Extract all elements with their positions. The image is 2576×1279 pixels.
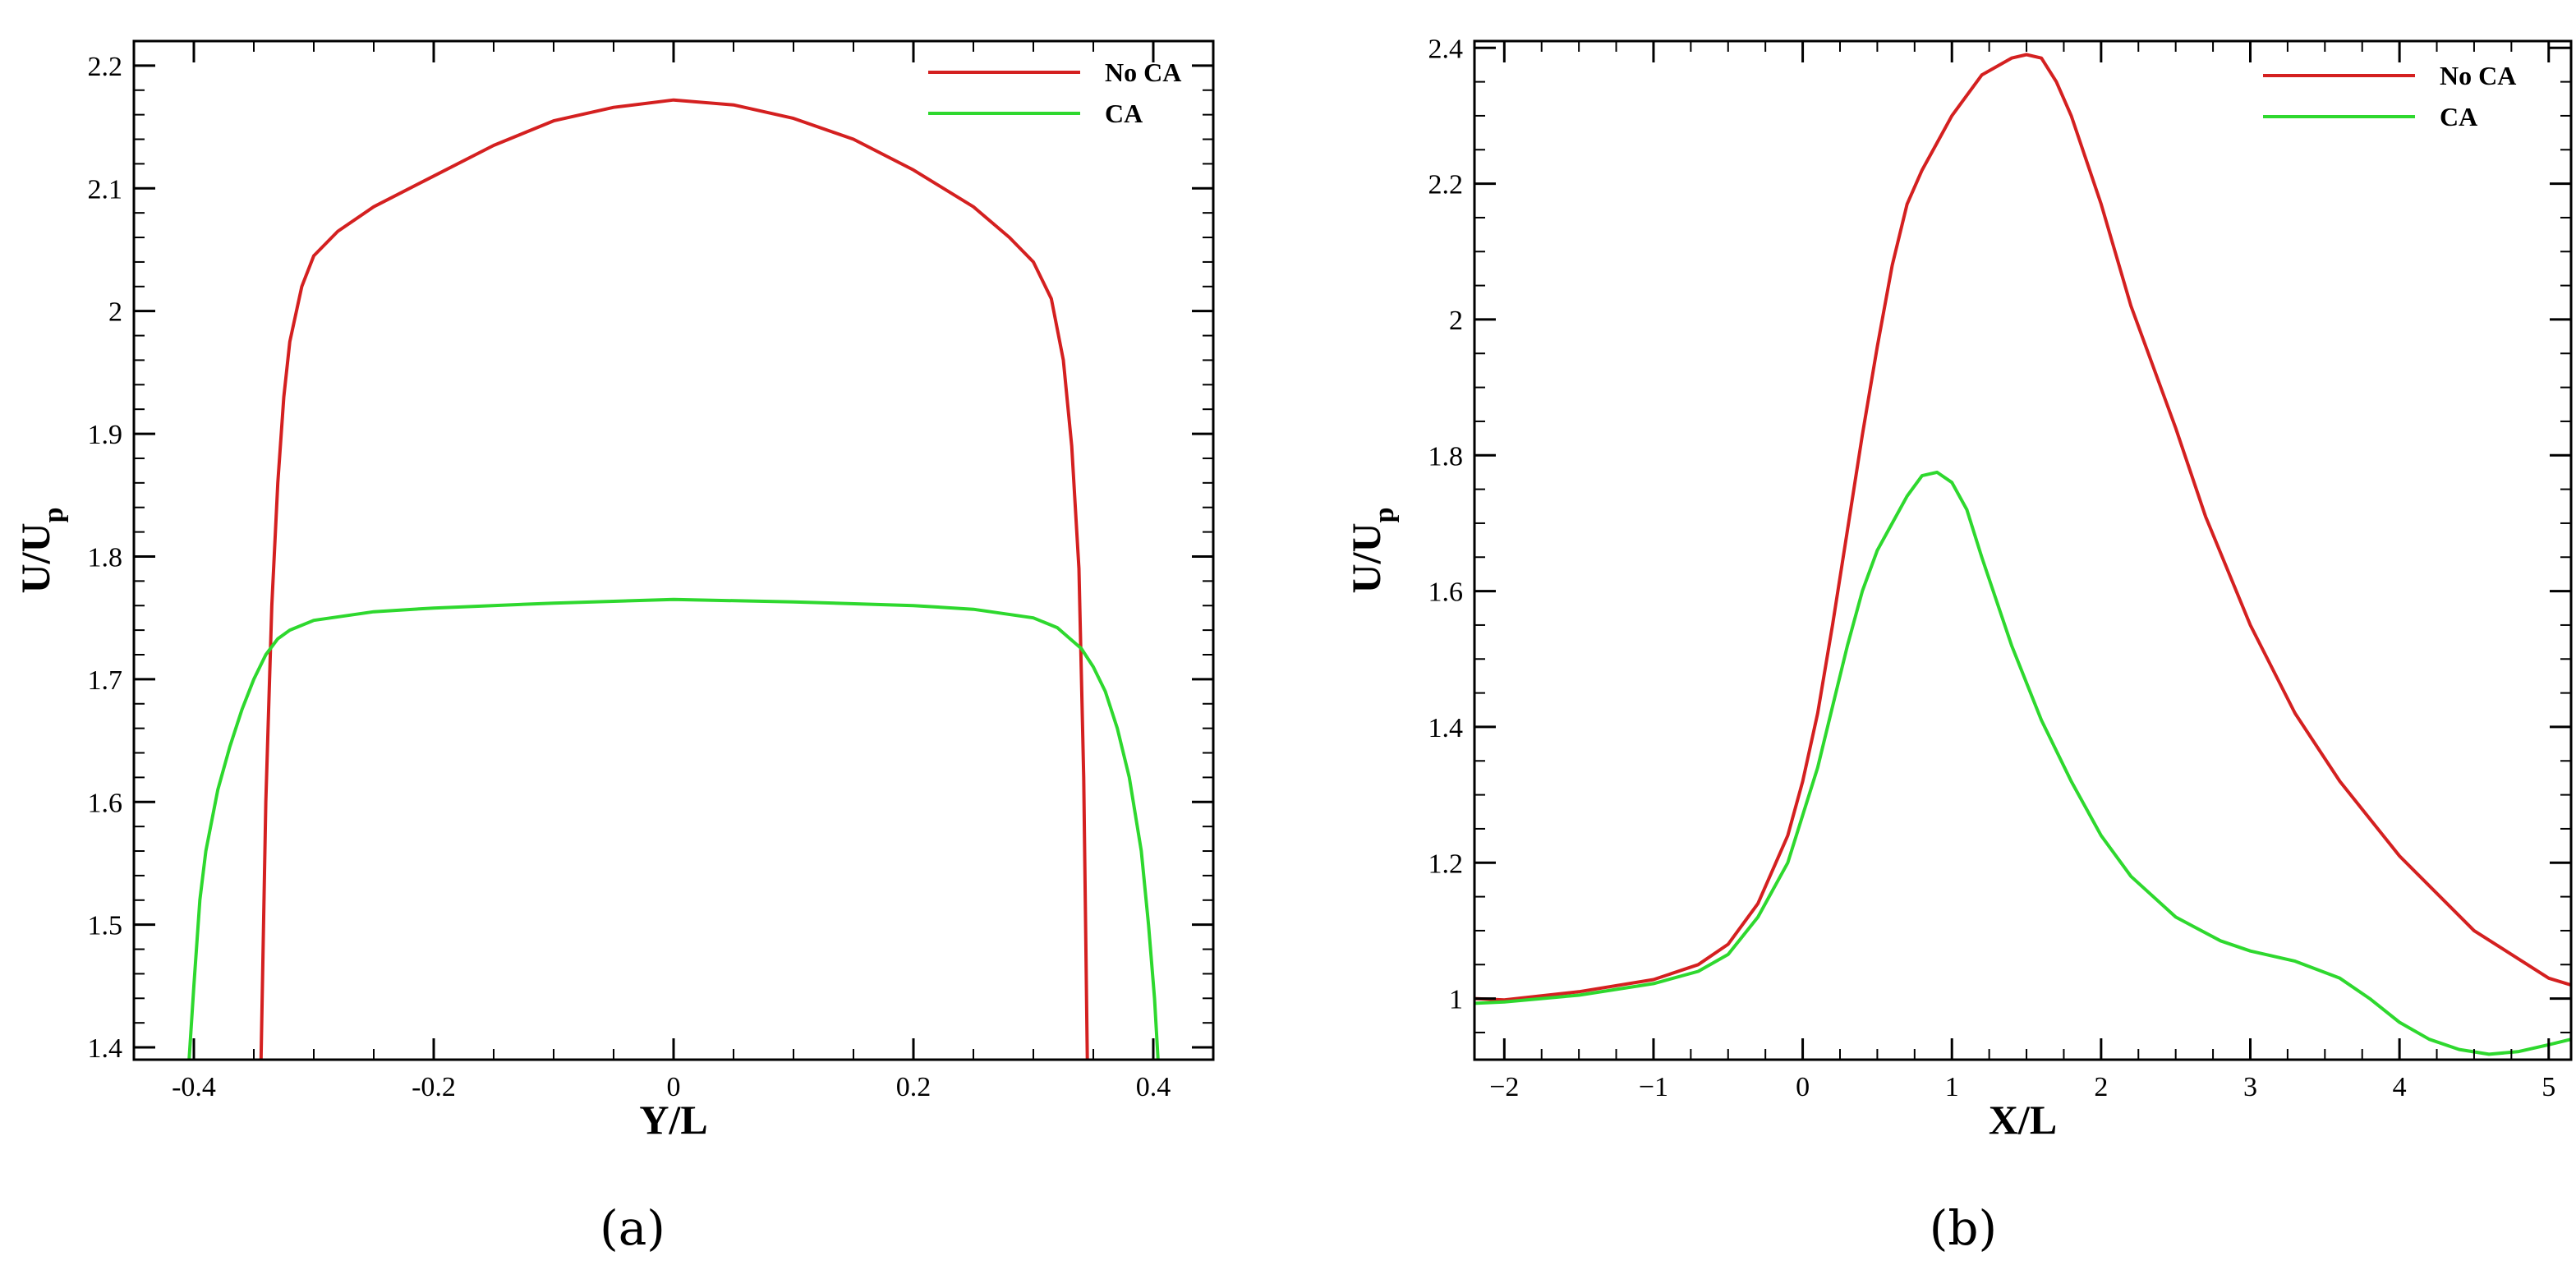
x-tick-label: -0.4 — [172, 1072, 216, 1102]
y-axis-title-subscript: p — [39, 507, 69, 522]
y-tick-label: 1.9 — [88, 420, 123, 450]
x-tick-label: −2 — [1489, 1072, 1519, 1102]
panel-caption: (a) — [600, 1200, 665, 1256]
x-tick-label: 2 — [2094, 1072, 2108, 1102]
x-axis-title: Y/L — [639, 1097, 707, 1143]
y-tick-label: 1.7 — [88, 665, 123, 696]
y-tick-label: 2 — [108, 297, 122, 328]
y-tick-label: 1.4 — [1428, 713, 1464, 743]
legend-label: CA — [2440, 102, 2477, 131]
y-axis-title-subscript: p — [1369, 507, 1400, 522]
x-tick-label: 1 — [1945, 1072, 1959, 1102]
legend-label: CA — [1105, 99, 1143, 128]
x-tick-label: -0.2 — [412, 1072, 456, 1102]
x-tick-label: 5 — [2542, 1072, 2555, 1102]
y-tick-label: 1 — [1449, 985, 1463, 1015]
x-tick-label: 4 — [2393, 1072, 2407, 1102]
y-tick-label: 1.6 — [1428, 577, 1464, 608]
y-axis-title: U/Up — [1343, 507, 1400, 593]
series-line-ca — [187, 597, 1160, 1060]
y-tick-label: 1.6 — [88, 788, 123, 818]
plot-frame — [1473, 39, 2573, 1061]
y-tick-label: 1.4 — [88, 1033, 123, 1064]
y-tick-label: 2.1 — [88, 174, 123, 205]
y-tick-label: 2.2 — [88, 52, 123, 82]
x-tick-label: −1 — [1639, 1072, 1668, 1102]
chart-panel-b: −2 −1 0 1 2 3 4 5 1 1.2 1.4 1.6 1.8 2 2.2 2.4 X/L U/Up No … — [1343, 34, 2573, 1256]
legend-label: No CA — [1105, 58, 1181, 87]
y-tick-label: 2.2 — [1428, 170, 1464, 200]
y-tick-label: 1.8 — [1428, 441, 1464, 472]
series-line-no-ca — [1474, 53, 2571, 1002]
series-line-no-ca — [259, 98, 1089, 1060]
x-tick-label: 0.4 — [1136, 1072, 1171, 1102]
y-tick-label: 1.8 — [88, 542, 123, 573]
x-tick-label: 0 — [667, 1072, 681, 1102]
chart-panel-a: -0.4 -0.2 0 0.2 0.4 1.4 1.5 1.6 1.7 1.8 1.9 2 2.1 2.2… — [12, 39, 1215, 1256]
y-tick-label: 1.2 — [1428, 849, 1464, 879]
legend-label: No CA — [2440, 61, 2516, 90]
panel-caption: (b) — [1930, 1200, 1997, 1256]
x-tick-label: 0.2 — [896, 1072, 932, 1102]
x-tick-label: 0 — [1796, 1072, 1810, 1102]
y-axis-title-main: U/U — [1343, 522, 1389, 593]
y-tick-label: 2 — [1449, 306, 1463, 336]
y-tick-label: 1.5 — [88, 911, 123, 941]
x-tick-label: 3 — [2243, 1072, 2257, 1102]
y-axis-title-main: U/U — [12, 522, 58, 593]
y-axis-title: U/Up — [12, 507, 69, 593]
plot-frame — [132, 39, 1215, 1061]
y-tick-label: 2.4 — [1428, 34, 1464, 64]
series-line-ca — [1474, 470, 2571, 1056]
x-axis-title: X/L — [1989, 1097, 2057, 1143]
